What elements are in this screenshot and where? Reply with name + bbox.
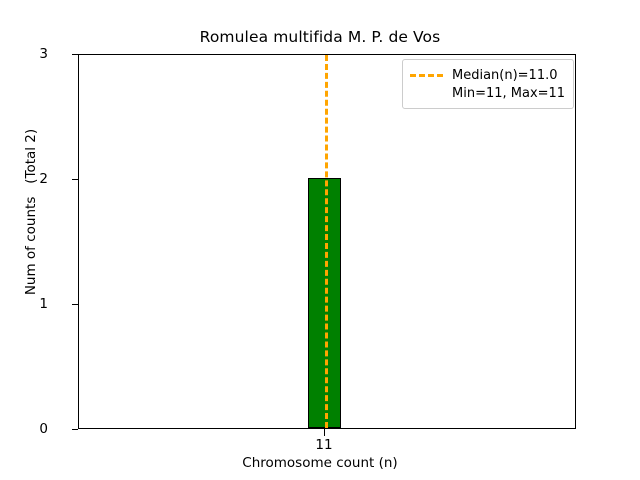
ytick-label-1: 1 (39, 296, 48, 312)
legend-label-minmax: Min=11, Max=11 (452, 85, 566, 101)
ytick-label-2: 2 (39, 171, 48, 187)
y-axis-label: Num of counts (Total 2) (23, 128, 39, 296)
median-line (324, 55, 328, 428)
legend-entry-minmax: Min=11, Max=11 (410, 84, 565, 102)
blank-handle-icon (410, 92, 443, 95)
x-axis-label: Chromosome count (n) (242, 455, 398, 471)
ytick-label-3: 3 (39, 46, 48, 62)
legend: Median(n)=11.0 Min=11, Max=11 (402, 59, 575, 109)
legend-entry-median: Median(n)=11.0 (410, 66, 565, 84)
ytick-mark-2 (71, 179, 78, 180)
xtick-mark-11 (324, 429, 325, 436)
ytick-mark-3 (71, 54, 78, 55)
ytick-mark-0 (71, 429, 78, 430)
plot-area (78, 54, 576, 429)
ytick-label-0: 0 (39, 421, 48, 437)
chart-title: Romulea multifida M. P. de Vos (199, 28, 441, 46)
ytick-mark-1 (71, 304, 78, 305)
legend-label-median: Median(n)=11.0 (452, 67, 558, 83)
xtick-label-11: 11 (315, 437, 333, 453)
dashed-line-icon (410, 73, 443, 77)
